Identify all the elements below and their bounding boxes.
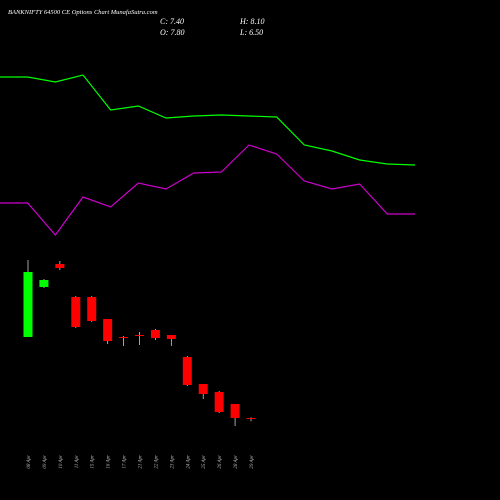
indicator-line [0, 74, 416, 166]
x-tick-label: 28 Apr [234, 455, 239, 469]
high-label: H: 8.10 [239, 17, 264, 26]
x-tick-label: 26 Apr [218, 455, 223, 469]
candle-body [246, 418, 256, 419]
candle-body [182, 357, 192, 385]
low-label: L: 6.50 [239, 28, 263, 37]
x-tick-label: 24 Apr [186, 455, 191, 469]
candle-body [119, 337, 129, 338]
candle-body [198, 384, 208, 394]
x-tick-label: 10 Apr [59, 455, 64, 469]
candle-body [39, 280, 49, 287]
candle-body [214, 392, 224, 412]
x-tick-label: 11 Apr [75, 455, 80, 468]
x-tick-label: 16 Apr [107, 455, 112, 469]
candle-body [23, 272, 33, 337]
candle-body [87, 297, 97, 321]
x-tick-label: 08 Apr [27, 455, 32, 469]
open-label: O: 7.80 [160, 28, 184, 37]
candle-body [135, 335, 145, 336]
x-tick-label: 21 Apr [139, 455, 144, 469]
indicator-line [0, 144, 415, 236]
candle-body [55, 264, 65, 268]
x-tick-label: 15 Apr [91, 455, 96, 469]
candle-body [150, 330, 160, 338]
x-tick-label: 29 Apr [250, 455, 255, 469]
candle-body [230, 404, 240, 418]
candle-body [71, 297, 81, 327]
x-tick-label: 23 Apr [170, 455, 175, 469]
candle-body [103, 319, 113, 341]
x-tick-label: 17 Apr [123, 455, 128, 469]
x-tick-label: 25 Apr [202, 455, 207, 469]
x-tick-label: 22 Apr [154, 455, 159, 469]
chart-title: BANKNIFTY 64500 CE Options Chart MunafaS… [8, 9, 158, 16]
candle-body [166, 335, 176, 339]
x-tick-label: 09 Apr [43, 455, 48, 469]
close-label: C: 7.40 [160, 17, 184, 26]
